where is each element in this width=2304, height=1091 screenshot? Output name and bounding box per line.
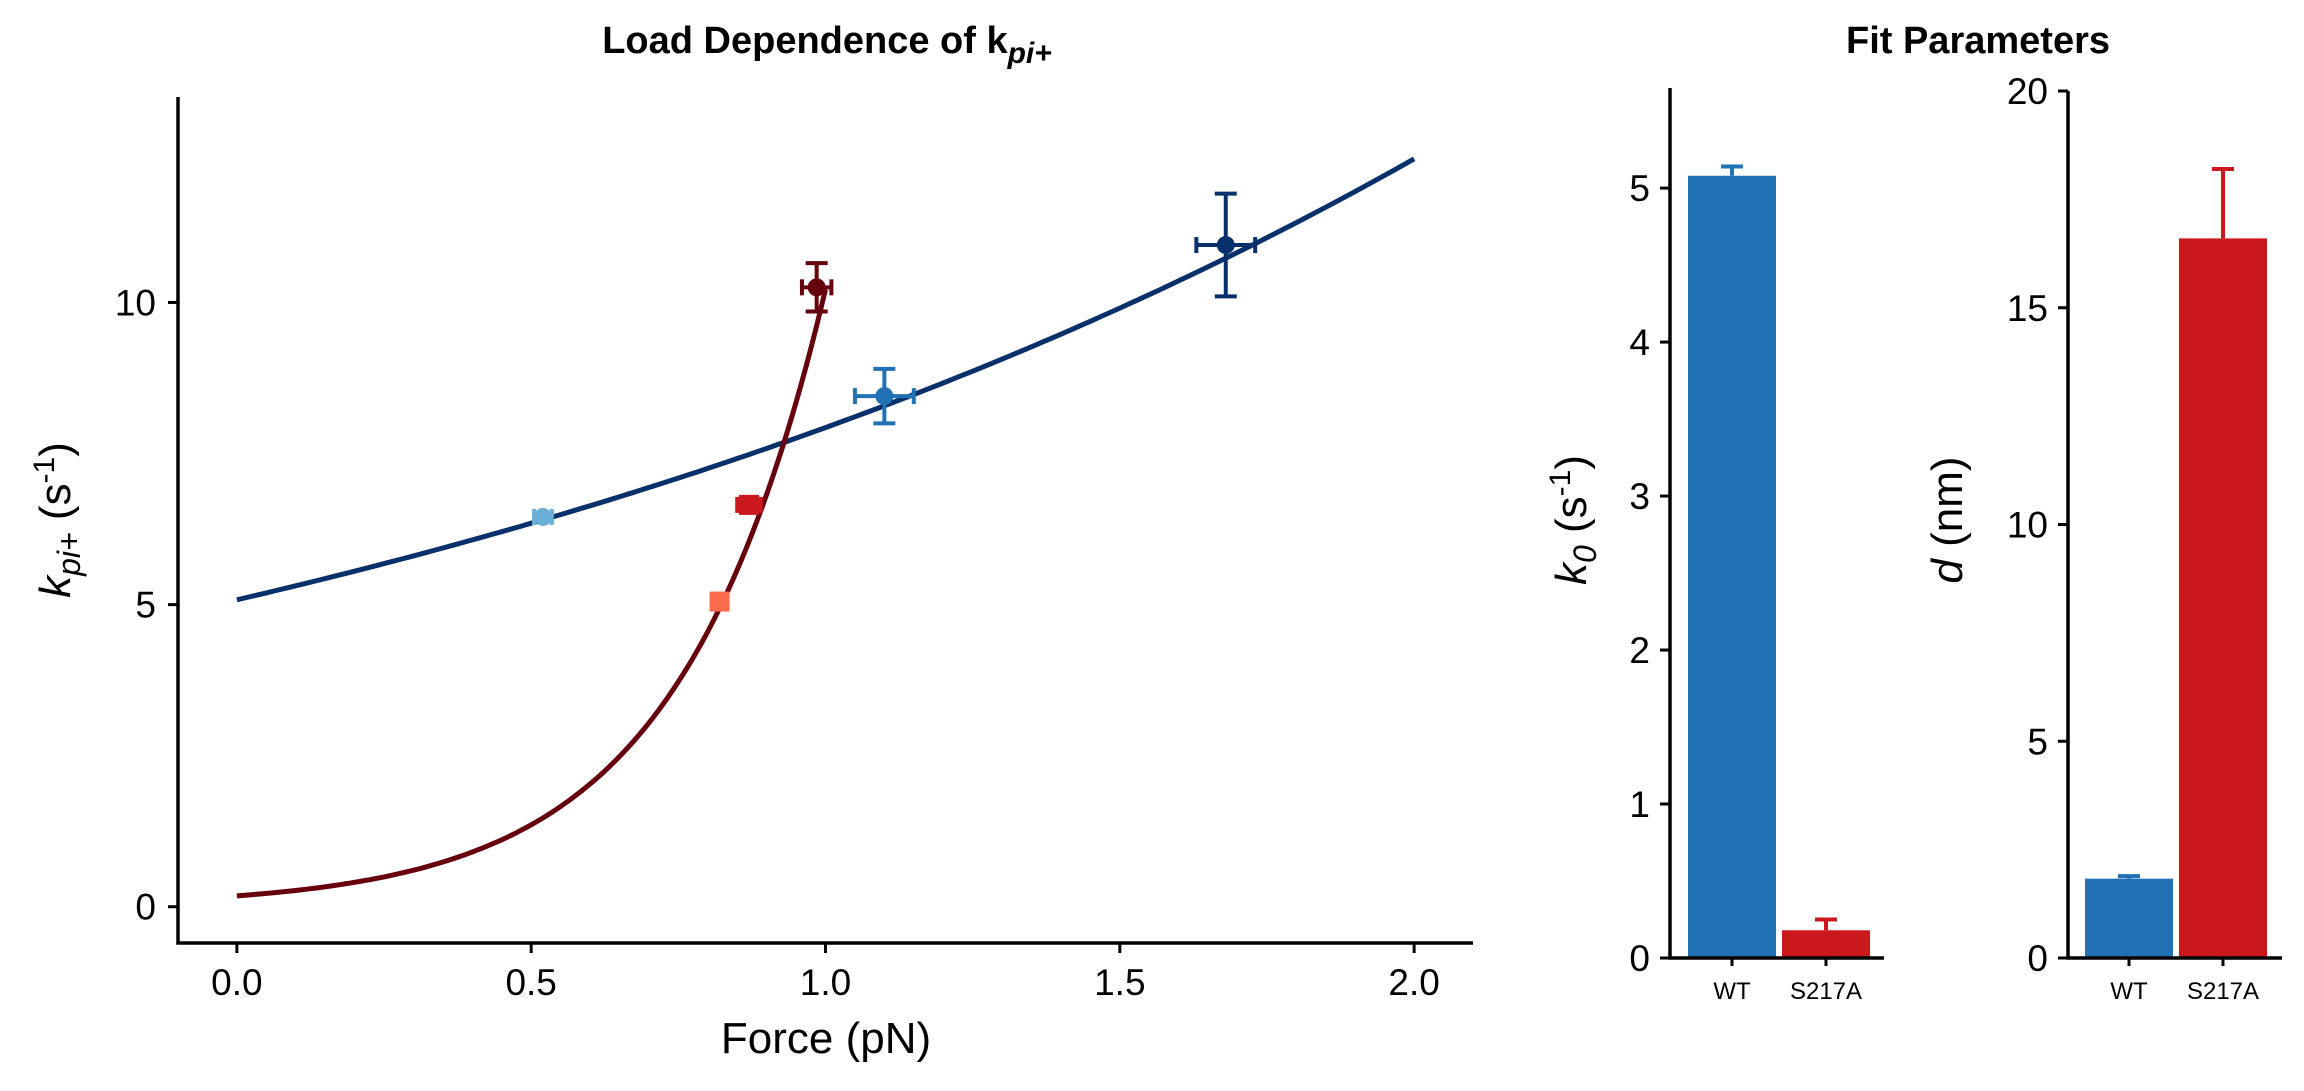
fit-curves <box>236 156 1416 899</box>
k0-y-ticks: 0 1 2 3 4 5 <box>1629 168 1670 979</box>
x-tick-label: 1.0 <box>800 962 851 1003</box>
s217a-p3-marker <box>807 278 826 297</box>
y-tick-label: 15 <box>2007 288 2048 329</box>
fit-parameters-title: Fit Parameters <box>1846 20 2110 62</box>
wt-p3-marker <box>1216 236 1235 255</box>
bar-WT <box>2085 878 2173 958</box>
load-chart-axes <box>176 97 1473 945</box>
y-tick-label: 0 <box>2027 938 2048 979</box>
d-y-ticks: 0 5 10 15 20 <box>2007 71 2068 979</box>
x-tick-label: 0.0 <box>211 962 262 1003</box>
k0-bars <box>1688 164 1870 959</box>
d-y-axis-label: d (nm) <box>1923 456 1972 583</box>
wt-p1-marker <box>533 507 552 526</box>
category-label: S217A <box>2187 978 2259 1005</box>
wt-p2-marker <box>875 387 894 406</box>
bar-WT <box>1688 175 1776 959</box>
s217a-p2-marker <box>738 494 759 515</box>
d-bars <box>2085 167 2267 958</box>
y-tick-label: 5 <box>1629 168 1650 209</box>
x-tick-label: 1.5 <box>1094 962 1145 1003</box>
y-tick-label: 10 <box>2007 505 2048 546</box>
y-axis-ticks: 0 5 10 <box>115 282 178 928</box>
y-tick-label: 5 <box>135 585 156 626</box>
d-categories: WT S217A <box>2110 958 2259 1005</box>
k0-categories: WT S217A <box>1713 958 1862 1005</box>
y-tick-label: 0 <box>135 887 156 928</box>
d-bar-panel: 0 5 10 15 20 WT S217A d (nm) <box>1923 71 2282 1005</box>
bar-S217A <box>2179 238 2267 958</box>
y-tick-label: 4 <box>1629 322 1650 363</box>
x-tick-label: 0.5 <box>505 962 556 1003</box>
y-tick-label: 5 <box>2027 721 2048 762</box>
wt_fit-line <box>236 156 1416 603</box>
category-label: WT <box>2110 978 2148 1005</box>
y-tick-label: 1 <box>1629 784 1650 825</box>
load-chart-title: Load Dependence of kpi+ <box>602 20 1052 70</box>
y-tick-label: 0 <box>1629 938 1650 979</box>
y-axis-label: kpi+ (s-1) <box>28 442 87 598</box>
x-axis-ticks: 0.0 0.5 1.0 1.5 2.0 <box>211 943 1440 1003</box>
load-dependence-panel: Load Dependence of kpi+ 0.0 0.5 1.0 1.5 2.0 … <box>28 20 1473 1063</box>
data-points <box>531 191 1258 612</box>
k0-y-axis-label: k0 (s-1) <box>1544 455 1603 585</box>
s217a_fit-line <box>236 288 828 899</box>
x-axis-label: Force (pN) <box>721 1014 931 1063</box>
category-label: S217A <box>1790 978 1862 1005</box>
k0-bar-panel: 0 1 2 3 4 5 WT S217A k0 (s-1) <box>1544 88 1884 1005</box>
bar-S217A <box>1782 930 1870 958</box>
y-tick-label: 2 <box>1629 630 1650 671</box>
category-label: WT <box>1713 978 1751 1005</box>
s217a-p1-marker <box>709 591 730 612</box>
y-tick-label: 20 <box>2007 71 2048 112</box>
x-tick-label: 2.0 <box>1388 962 1439 1003</box>
y-tick-label: 3 <box>1629 476 1650 517</box>
y-tick-label: 10 <box>115 282 156 323</box>
